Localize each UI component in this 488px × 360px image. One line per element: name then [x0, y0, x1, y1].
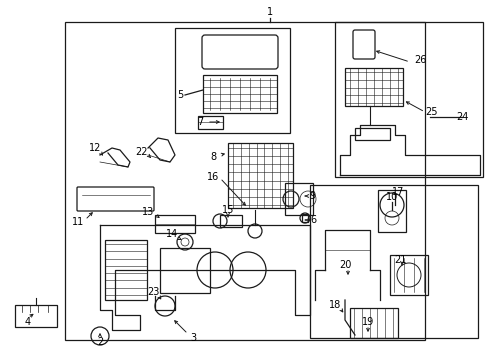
Bar — [285, 183, 312, 215]
Text: 4: 4 — [25, 317, 31, 327]
Text: 24: 24 — [455, 112, 467, 122]
Text: 14: 14 — [165, 229, 178, 239]
Bar — [198, 116, 223, 129]
Text: 17: 17 — [391, 187, 404, 197]
Bar — [220, 215, 242, 227]
Bar — [15, 305, 57, 327]
Text: 12: 12 — [89, 143, 101, 153]
Text: 8: 8 — [209, 152, 216, 162]
Text: 19: 19 — [361, 317, 373, 327]
Text: 20: 20 — [338, 260, 350, 270]
Text: 5: 5 — [177, 90, 183, 100]
Text: 13: 13 — [142, 207, 154, 217]
Text: 6: 6 — [309, 215, 315, 225]
Bar — [389, 255, 427, 295]
Bar — [309, 185, 477, 338]
Text: 7: 7 — [197, 117, 203, 127]
Text: 9: 9 — [308, 191, 314, 201]
Bar — [354, 128, 389, 140]
Bar — [377, 190, 405, 232]
Text: 11: 11 — [72, 217, 84, 227]
Text: 15: 15 — [222, 205, 234, 215]
Bar — [227, 143, 292, 208]
Text: 22: 22 — [136, 147, 148, 157]
Bar — [160, 248, 209, 293]
Text: 25: 25 — [425, 107, 437, 117]
Bar — [203, 75, 276, 113]
Text: 16: 16 — [206, 172, 219, 182]
Bar — [345, 68, 402, 106]
Bar — [105, 240, 147, 300]
Bar — [175, 28, 289, 133]
Bar — [349, 308, 397, 338]
Text: 18: 18 — [328, 300, 341, 310]
Text: 21: 21 — [393, 255, 406, 265]
Text: 10: 10 — [385, 192, 397, 202]
Text: 2: 2 — [97, 337, 103, 347]
Bar — [65, 22, 424, 340]
Bar — [155, 215, 195, 233]
Text: 26: 26 — [413, 55, 426, 65]
Text: 1: 1 — [266, 7, 272, 17]
Bar — [302, 214, 307, 222]
Bar — [334, 22, 482, 177]
Text: 23: 23 — [146, 287, 159, 297]
Text: 3: 3 — [189, 333, 196, 343]
